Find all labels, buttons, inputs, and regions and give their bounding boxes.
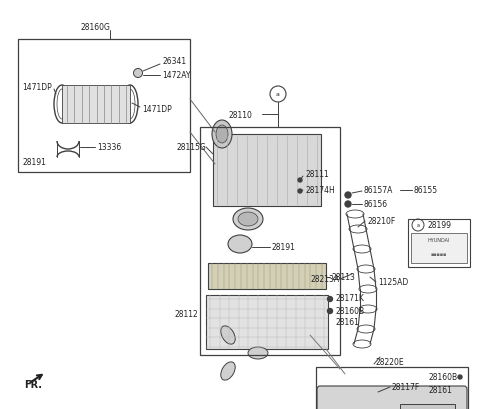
Circle shape — [327, 309, 333, 314]
Bar — [408, 220, 470, 267]
Circle shape — [345, 202, 351, 207]
Text: 28161: 28161 — [335, 318, 359, 327]
Bar — [400, 404, 455, 409]
Text: 28191: 28191 — [22, 158, 46, 167]
Ellipse shape — [212, 121, 232, 148]
Text: 1471DP: 1471DP — [142, 105, 172, 114]
Ellipse shape — [248, 347, 268, 359]
Text: 1125AD: 1125AD — [378, 278, 408, 287]
Text: 28210F: 28210F — [368, 217, 396, 226]
Bar — [208, 263, 326, 289]
Circle shape — [298, 189, 302, 193]
Text: 28161: 28161 — [428, 386, 452, 395]
Text: 13336: 13336 — [97, 143, 121, 152]
Text: 86155: 86155 — [414, 186, 438, 195]
Text: 28160B: 28160B — [335, 307, 364, 316]
Text: 86157A: 86157A — [364, 186, 394, 195]
Text: 28115G: 28115G — [176, 143, 206, 152]
Text: 28117F: 28117F — [392, 382, 420, 391]
FancyBboxPatch shape — [317, 386, 467, 409]
Circle shape — [298, 179, 302, 182]
Bar — [316, 367, 468, 409]
Ellipse shape — [221, 326, 235, 344]
Text: 28112: 28112 — [174, 310, 198, 319]
Text: 28160G: 28160G — [80, 22, 110, 31]
Text: 28174H: 28174H — [305, 186, 335, 195]
Text: HYUNDAI: HYUNDAI — [428, 238, 450, 243]
FancyBboxPatch shape — [213, 135, 321, 207]
Text: 28171K: 28171K — [335, 294, 364, 303]
Text: 1471DP: 1471DP — [22, 83, 52, 92]
Text: 26341: 26341 — [162, 57, 186, 66]
Text: 28111: 28111 — [305, 170, 329, 179]
Text: 28199: 28199 — [428, 221, 452, 230]
Circle shape — [327, 297, 333, 302]
Ellipse shape — [238, 213, 258, 227]
Text: a: a — [417, 223, 420, 228]
Text: a: a — [276, 92, 280, 97]
Text: 28220E: 28220E — [376, 357, 405, 366]
Ellipse shape — [216, 126, 228, 144]
Bar — [200, 128, 340, 355]
Text: 1472AY: 1472AY — [162, 71, 191, 80]
Text: 28213A: 28213A — [311, 275, 340, 284]
Text: 28160B: 28160B — [429, 373, 458, 382]
Text: 28113: 28113 — [332, 273, 356, 282]
Ellipse shape — [133, 70, 143, 78]
Ellipse shape — [228, 236, 252, 254]
Text: 28191: 28191 — [272, 243, 296, 252]
Text: 28110: 28110 — [228, 110, 252, 119]
Text: ▪▪▪▪▪: ▪▪▪▪▪ — [431, 252, 447, 257]
Bar — [18, 40, 190, 173]
Ellipse shape — [233, 209, 263, 230]
Bar — [62, 86, 130, 124]
Text: 86156: 86156 — [364, 200, 388, 209]
Bar — [411, 234, 467, 263]
Ellipse shape — [221, 362, 235, 380]
Circle shape — [458, 375, 462, 379]
Text: FR.: FR. — [24, 379, 42, 389]
Circle shape — [345, 193, 351, 198]
Bar — [206, 295, 328, 349]
